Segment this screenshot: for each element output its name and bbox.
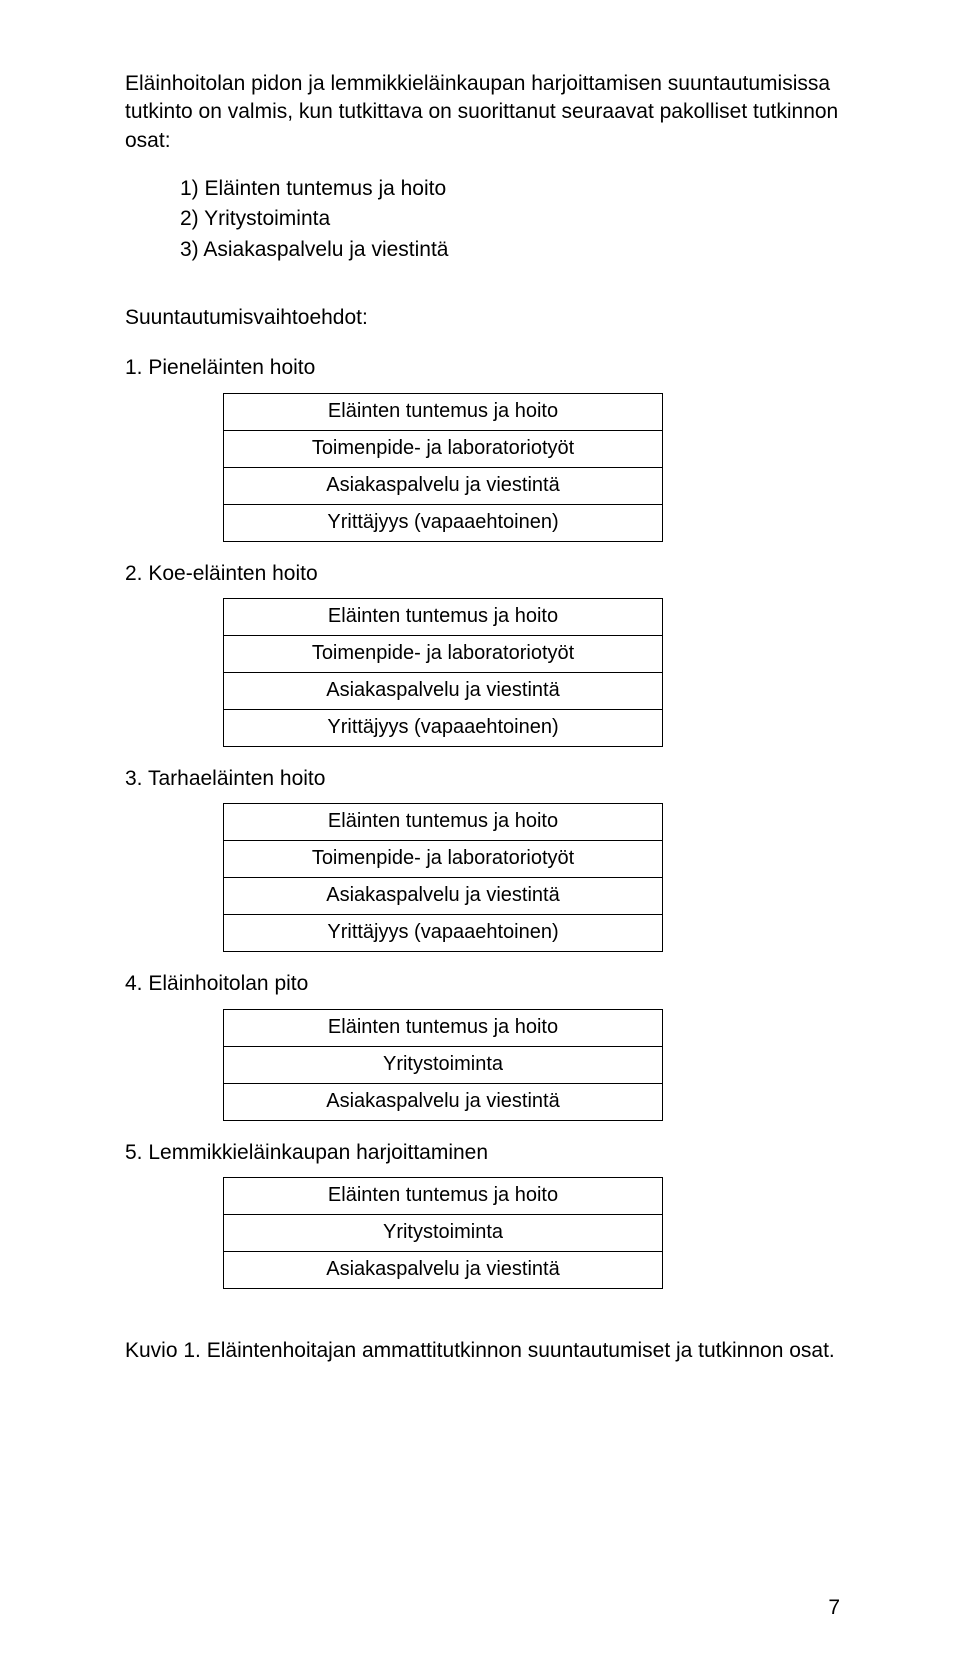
list-item: 1) Eläinten tuntemus ja hoito — [180, 175, 850, 203]
box-row: Yrittäjyys (vapaaehtoinen) — [223, 505, 663, 542]
option-title: 3. Tarhaeläinten hoito — [125, 765, 850, 793]
list-item: 2) Yritystoiminta — [180, 205, 850, 233]
box-row: Toimenpide- ja laboratoriotyöt — [223, 431, 663, 468]
option-boxes: Eläinten tuntemus ja hoito Yritystoimint… — [223, 1009, 663, 1121]
option-boxes: Eläinten tuntemus ja hoito Toimenpide- j… — [223, 598, 663, 747]
figure-caption: Kuvio 1. Eläintenhoitajan ammattitutkinn… — [125, 1337, 850, 1365]
box-row: Eläinten tuntemus ja hoito — [223, 599, 663, 636]
page-number: 7 — [828, 1594, 840, 1622]
box-row: Asiakaspalvelu ja viestintä — [223, 1252, 663, 1289]
box-row: Eläinten tuntemus ja hoito — [223, 804, 663, 841]
option-block: 4. Eläinhoitolan pito Eläinten tuntemus … — [125, 970, 850, 1120]
options-heading: Suuntautumisvaihtoehdot: — [125, 304, 850, 332]
option-block: 2. Koe-eläinten hoito Eläinten tuntemus … — [125, 560, 850, 747]
box-row: Asiakaspalvelu ja viestintä — [223, 673, 663, 710]
box-row: Eläinten tuntemus ja hoito — [223, 394, 663, 431]
box-row: Asiakaspalvelu ja viestintä — [223, 878, 663, 915]
box-row: Yritystoiminta — [223, 1215, 663, 1252]
box-row: Asiakaspalvelu ja viestintä — [223, 468, 663, 505]
option-boxes: Eläinten tuntemus ja hoito Toimenpide- j… — [223, 803, 663, 952]
box-row: Yrittäjyys (vapaaehtoinen) — [223, 915, 663, 952]
box-row: Asiakaspalvelu ja viestintä — [223, 1084, 663, 1121]
box-row: Toimenpide- ja laboratoriotyöt — [223, 636, 663, 673]
option-title: 4. Eläinhoitolan pito — [125, 970, 850, 998]
option-block: 5. Lemmikkieläinkaupan harjoittaminen El… — [125, 1139, 850, 1289]
option-title: 1. Pieneläinten hoito — [125, 354, 850, 382]
option-boxes: Eläinten tuntemus ja hoito Yritystoimint… — [223, 1177, 663, 1289]
intro-paragraph: Eläinhoitolan pidon ja lemmikkieläinkaup… — [125, 70, 850, 155]
option-block: 3. Tarhaeläinten hoito Eläinten tuntemus… — [125, 765, 850, 952]
option-title: 5. Lemmikkieläinkaupan harjoittaminen — [125, 1139, 850, 1167]
box-row: Toimenpide- ja laboratoriotyöt — [223, 841, 663, 878]
option-block: 1. Pieneläinten hoito Eläinten tuntemus … — [125, 354, 850, 541]
option-boxes: Eläinten tuntemus ja hoito Toimenpide- j… — [223, 393, 663, 542]
box-row: Yritystoiminta — [223, 1047, 663, 1084]
mandatory-list: 1) Eläinten tuntemus ja hoito 2) Yrityst… — [125, 175, 850, 264]
option-title: 2. Koe-eläinten hoito — [125, 560, 850, 588]
box-row: Eläinten tuntemus ja hoito — [223, 1178, 663, 1215]
box-row: Eläinten tuntemus ja hoito — [223, 1010, 663, 1047]
list-item: 3) Asiakaspalvelu ja viestintä — [180, 236, 850, 264]
box-row: Yrittäjyys (vapaaehtoinen) — [223, 710, 663, 747]
